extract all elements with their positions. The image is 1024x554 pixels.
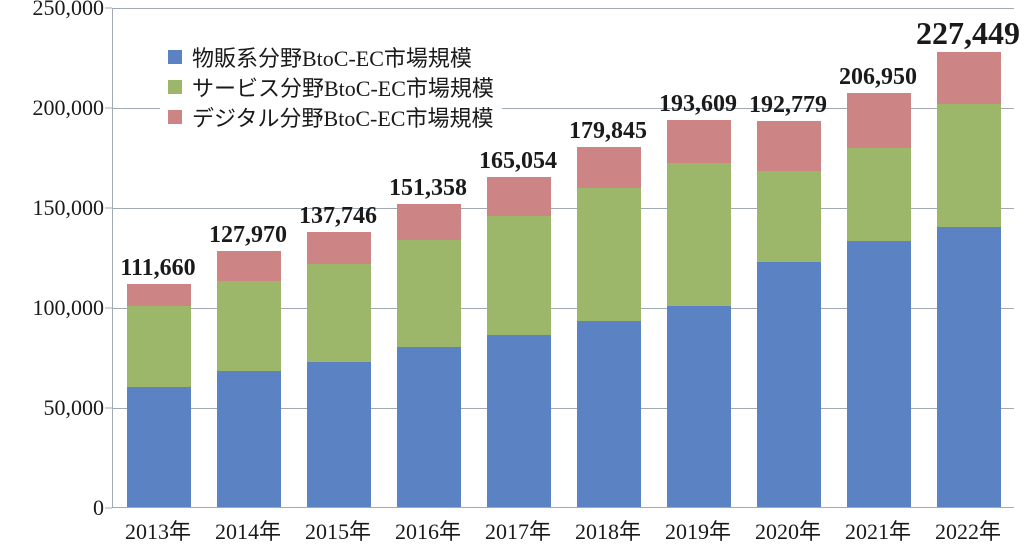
total-label: 111,660 xyxy=(120,255,195,282)
bar-segment xyxy=(487,335,551,507)
bar-segment xyxy=(217,371,281,507)
xtick-label: 2021年 xyxy=(845,514,911,546)
bar-segment xyxy=(937,104,1001,227)
legend-label: デジタル分野BtoC-EC市場規模 xyxy=(192,101,493,133)
total-label: 127,970 xyxy=(209,222,287,249)
bar-segment xyxy=(127,387,191,507)
bar-segment xyxy=(577,188,641,321)
total-label: 227,449 xyxy=(916,15,1020,52)
xtick-label: 2014年 xyxy=(215,514,281,546)
bar-segment xyxy=(307,232,371,265)
ytick-label: 150,000 xyxy=(4,195,104,221)
total-label: 192,779 xyxy=(749,92,827,119)
bar-segment xyxy=(397,204,461,240)
bar-segment xyxy=(217,281,281,371)
bar-segment xyxy=(757,121,821,170)
legend-label: サービス分野BtoC-EC市場規模 xyxy=(192,71,494,103)
ytick-label: 200,000 xyxy=(4,95,104,121)
bar-segment xyxy=(847,93,911,148)
xtick-label: 2015年 xyxy=(305,514,371,546)
ytick-mark xyxy=(105,208,112,209)
bar-segment xyxy=(667,163,731,306)
bar-segment xyxy=(577,147,641,188)
ytick-mark xyxy=(105,308,112,309)
ytick-mark xyxy=(105,8,112,9)
xtick-label: 2022年 xyxy=(935,514,1001,546)
chart: 物販系分野BtoC-EC市場規模サービス分野BtoC-EC市場規模デジタル分野B… xyxy=(0,0,1024,554)
bar-segment xyxy=(847,241,911,507)
legend-item: 物販系分野BtoC-EC市場規模 xyxy=(168,42,494,72)
xtick-label: 2016年 xyxy=(395,514,461,546)
legend-swatch xyxy=(168,50,182,64)
xtick-label: 2020年 xyxy=(755,514,821,546)
total-label: 179,845 xyxy=(569,118,647,145)
xtick-label: 2018年 xyxy=(575,514,641,546)
ytick-label: 250,000 xyxy=(4,0,104,21)
total-label: 165,054 xyxy=(479,148,557,175)
legend-label: 物販系分野BtoC-EC市場規模 xyxy=(192,41,472,73)
bar-segment xyxy=(577,321,641,507)
total-label: 193,609 xyxy=(659,91,737,118)
legend-swatch xyxy=(168,110,182,124)
xtick-label: 2019年 xyxy=(665,514,731,546)
bar-segment xyxy=(487,216,551,335)
legend-item: デジタル分野BtoC-EC市場規模 xyxy=(168,102,494,132)
ytick-label: 50,000 xyxy=(4,395,104,421)
bar-segment xyxy=(127,306,191,387)
bar-segment xyxy=(937,52,1001,104)
bar-segment xyxy=(397,347,461,507)
legend-item: サービス分野BtoC-EC市場規模 xyxy=(168,72,494,102)
ytick-label: 100,000 xyxy=(4,295,104,321)
gridline xyxy=(113,8,1014,9)
bar-segment xyxy=(307,362,371,507)
legend: 物販系分野BtoC-EC市場規模サービス分野BtoC-EC市場規模デジタル分野B… xyxy=(160,38,502,136)
bar-segment xyxy=(757,262,821,507)
bar-segment xyxy=(937,227,1001,507)
bar-segment xyxy=(667,120,731,163)
xtick-label: 2017年 xyxy=(485,514,551,546)
bar-segment xyxy=(487,177,551,216)
total-label: 137,746 xyxy=(299,203,377,230)
bar-segment xyxy=(847,148,911,241)
xtick-label: 2013年 xyxy=(125,514,191,546)
ytick-mark xyxy=(105,408,112,409)
bar-segment xyxy=(127,284,191,306)
bar-segment xyxy=(757,171,821,263)
ytick-mark xyxy=(105,108,112,109)
ytick-label: 0 xyxy=(4,495,104,521)
total-label: 206,950 xyxy=(839,64,917,91)
bar-segment xyxy=(307,264,371,362)
bar-segment xyxy=(667,306,731,507)
bar-segment xyxy=(397,240,461,347)
legend-swatch xyxy=(168,80,182,94)
ytick-mark xyxy=(105,508,112,509)
bar-segment xyxy=(217,251,281,281)
total-label: 151,358 xyxy=(389,175,467,202)
